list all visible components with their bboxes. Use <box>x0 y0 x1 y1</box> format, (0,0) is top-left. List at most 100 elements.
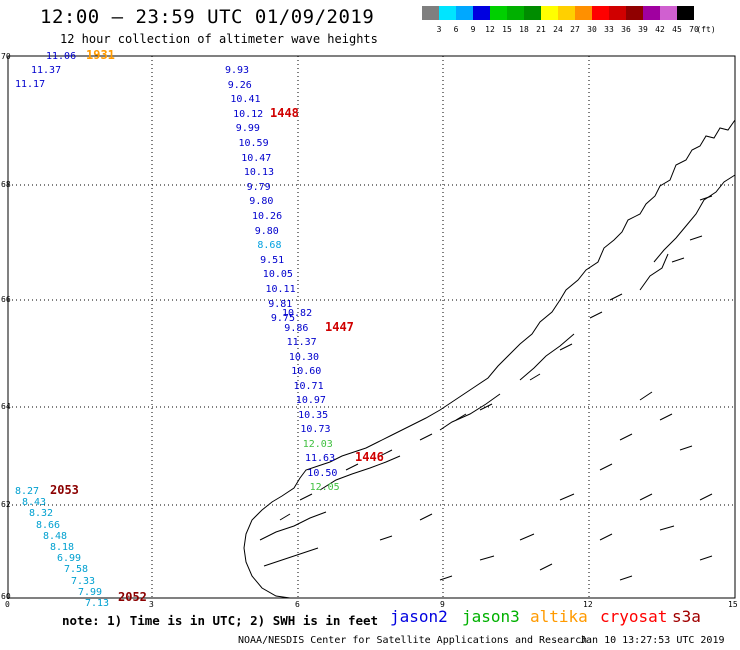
wave-height-label: 9.80 <box>254 225 279 237</box>
wave-height-label: 10.41 <box>230 94 261 106</box>
legend-label: 70 <box>689 25 699 34</box>
wave-height-label: 10.05 <box>262 269 293 281</box>
legend-label: 12 <box>485 25 495 34</box>
legend-swatch <box>473 6 490 20</box>
wave-height-label: 11.37 <box>31 65 62 76</box>
legend-label: 9 <box>470 25 476 34</box>
wave-height-label: 7.33 <box>71 575 96 587</box>
legend-swatch <box>592 6 609 20</box>
legend-swatch <box>575 6 592 20</box>
legend-label: 45 <box>672 25 682 34</box>
legend-swatch <box>507 6 524 20</box>
legend-label: 27 <box>570 25 580 34</box>
wave-height-label: 12.05 <box>309 482 340 493</box>
legend-unit: (ft) <box>696 25 716 34</box>
wave-height-label: 10.47 <box>241 152 272 164</box>
lat-label-62: 62 <box>1 500 11 509</box>
wave-height-label: 9.93 <box>225 65 250 76</box>
wave-height-label: 12.03 <box>302 438 333 450</box>
legend-swatch <box>456 6 473 20</box>
lon-label-3: 3 <box>149 600 154 609</box>
wave-height-label: 8.66 <box>36 519 61 531</box>
mission-s3a: s3a <box>672 607 701 626</box>
legend-label: 18 <box>519 25 529 34</box>
legend-label: 15 <box>502 25 512 34</box>
wave-height-label: 7.99 <box>78 586 103 598</box>
lat-label-60: 60 <box>1 592 11 601</box>
wave-height-label: 7.13 <box>85 598 110 609</box>
wave-height-label: 8.48 <box>43 530 68 542</box>
wave-height-label: 9.80 <box>249 196 274 208</box>
legend-label: 42 <box>655 25 665 34</box>
page-title: 12:00 – 23:59 UTC 01/09/2019 <box>40 6 375 28</box>
wave-height-label: 10.82 <box>282 308 313 319</box>
legend-swatch <box>439 6 456 20</box>
wave-height-label: 9.75 <box>270 313 295 325</box>
timestamp-text: Jan 10 13:27:53 UTC 2019 <box>580 635 725 646</box>
wave-height-label: 9.51 <box>260 254 285 266</box>
lon-label-9: 9 <box>440 600 445 609</box>
wave-height-label: 9.86 <box>284 322 309 334</box>
lon-label-15: 15 <box>728 600 738 609</box>
wave-height-label: 9.79 <box>246 181 271 193</box>
wave-height-label: 11.37 <box>286 337 317 348</box>
wave-height-label: 10.97 <box>295 395 326 406</box>
wave-height-label: 7.58 <box>64 564 89 576</box>
map-frame <box>7 55 736 599</box>
legend-swatch <box>643 6 660 20</box>
lon-label-0: 0 <box>5 600 10 609</box>
pass-time-label: 1446 <box>355 450 384 464</box>
legend-label: 3 <box>436 25 442 34</box>
pass-time-label: 1448 <box>270 106 299 120</box>
wave-height-label: 10.73 <box>300 424 331 435</box>
pass-time-label: 2053 <box>50 483 79 497</box>
legend-label: 6 <box>453 25 459 34</box>
legend-label: 24 <box>553 25 563 34</box>
page-subtitle: 12 hour collection of altimeter wave hei… <box>60 32 378 46</box>
wave-height-label: 11.06 <box>46 51 77 62</box>
wave-height-label: 10.13 <box>243 167 274 179</box>
lon-label-6: 6 <box>295 600 300 609</box>
wave-height-label: 6.99 <box>57 553 82 565</box>
wave-height-label: 10.60 <box>291 366 322 377</box>
wave-height-label: 8.43 <box>22 497 47 509</box>
wave-height-label: 10.59 <box>238 138 269 149</box>
lat-label-66: 66 <box>1 295 11 304</box>
credit-text: NOAA/NESDIS Center for Satellite Applica… <box>238 635 588 646</box>
pass-time-label: 1931 <box>86 48 115 62</box>
legend-swatch <box>677 6 694 20</box>
wave-height-label: 10.30 <box>288 351 319 363</box>
wave-height-label: 10.35 <box>298 409 329 421</box>
wave-height-label: 8.18 <box>50 542 75 553</box>
legend-swatch <box>660 6 677 20</box>
pass-time-label: 2052 <box>118 590 147 604</box>
legend-swatch <box>541 6 558 20</box>
mission-jason2: jason2 <box>390 607 448 626</box>
wave-height-label: 10.71 <box>293 380 324 392</box>
norway-coastline <box>243 119 736 599</box>
legend-label: 39 <box>638 25 648 34</box>
lat-label-70: 70 <box>1 52 11 61</box>
wave-height-label: 11.63 <box>305 453 336 464</box>
wave-height-label: 8.27 <box>15 486 40 497</box>
legend-swatch <box>524 6 541 20</box>
wave-height-label: 10.26 <box>252 211 283 222</box>
graticule <box>8 56 735 598</box>
mission-jason3: jason3 <box>462 607 520 626</box>
footer-note: note: 1) Time is in UTC; 2) SWH is in fe… <box>62 613 379 628</box>
wave-height-label: 10.12 <box>233 108 264 120</box>
mission-cryosat: cryosat <box>600 607 668 626</box>
legend-swatch <box>609 6 626 20</box>
legend-label: 21 <box>536 25 546 34</box>
legend-swatch <box>422 6 439 20</box>
wave-height-label: 9.26 <box>227 79 252 91</box>
wave-height-label: 10.11 <box>265 284 296 295</box>
legend-swatch <box>490 6 507 20</box>
wave-height-label: 9.99 <box>235 123 260 135</box>
pass-time-label: 1447 <box>325 320 354 334</box>
legend-label: 30 <box>587 25 597 34</box>
mission-altika: altika <box>530 607 588 626</box>
lat-label-68: 68 <box>1 180 11 189</box>
wave-height-label: 10.50 <box>307 467 338 479</box>
